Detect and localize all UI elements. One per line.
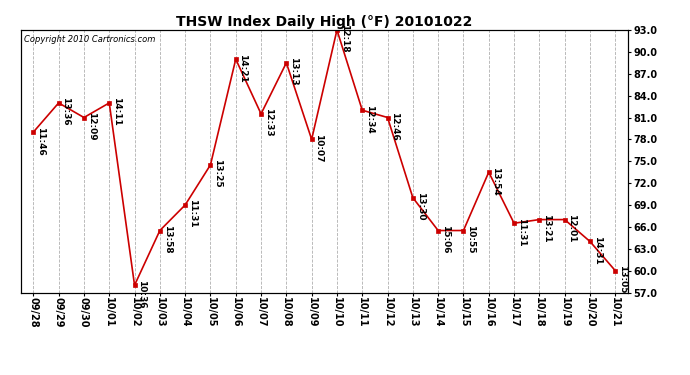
Text: 12:46: 12:46 [391,112,400,141]
Text: 12:09: 12:09 [87,112,96,141]
Text: 14:31: 14:31 [593,236,602,265]
Text: 13:25: 13:25 [213,159,222,188]
Text: 14:11: 14:11 [112,98,121,126]
Text: 12:01: 12:01 [567,214,576,243]
Text: 14:21: 14:21 [239,54,248,82]
Text: 11:46: 11:46 [36,126,45,155]
Title: THSW Index Daily High (°F) 20101022: THSW Index Daily High (°F) 20101022 [176,15,473,29]
Text: Copyright 2010 Cartronics.com: Copyright 2010 Cartronics.com [23,35,155,44]
Text: 10:36: 10:36 [137,280,146,308]
Text: 15:06: 15:06 [441,225,450,254]
Text: 10:55: 10:55 [466,225,475,254]
Text: 11:31: 11:31 [188,200,197,228]
Text: 10:07: 10:07 [315,134,324,162]
Text: 13:58: 13:58 [163,225,172,254]
Text: 11:31: 11:31 [517,217,526,246]
Text: 13:54: 13:54 [491,166,500,195]
Text: 13:30: 13:30 [415,192,424,220]
Text: 13:05: 13:05 [618,265,627,294]
Text: 13:36: 13:36 [61,98,70,126]
Text: 12:33: 12:33 [264,108,273,137]
Text: 12:18: 12:18 [339,24,348,53]
Text: 13:21: 13:21 [542,214,551,243]
Text: 13:13: 13:13 [289,57,298,86]
Text: 12:34: 12:34 [365,105,374,134]
